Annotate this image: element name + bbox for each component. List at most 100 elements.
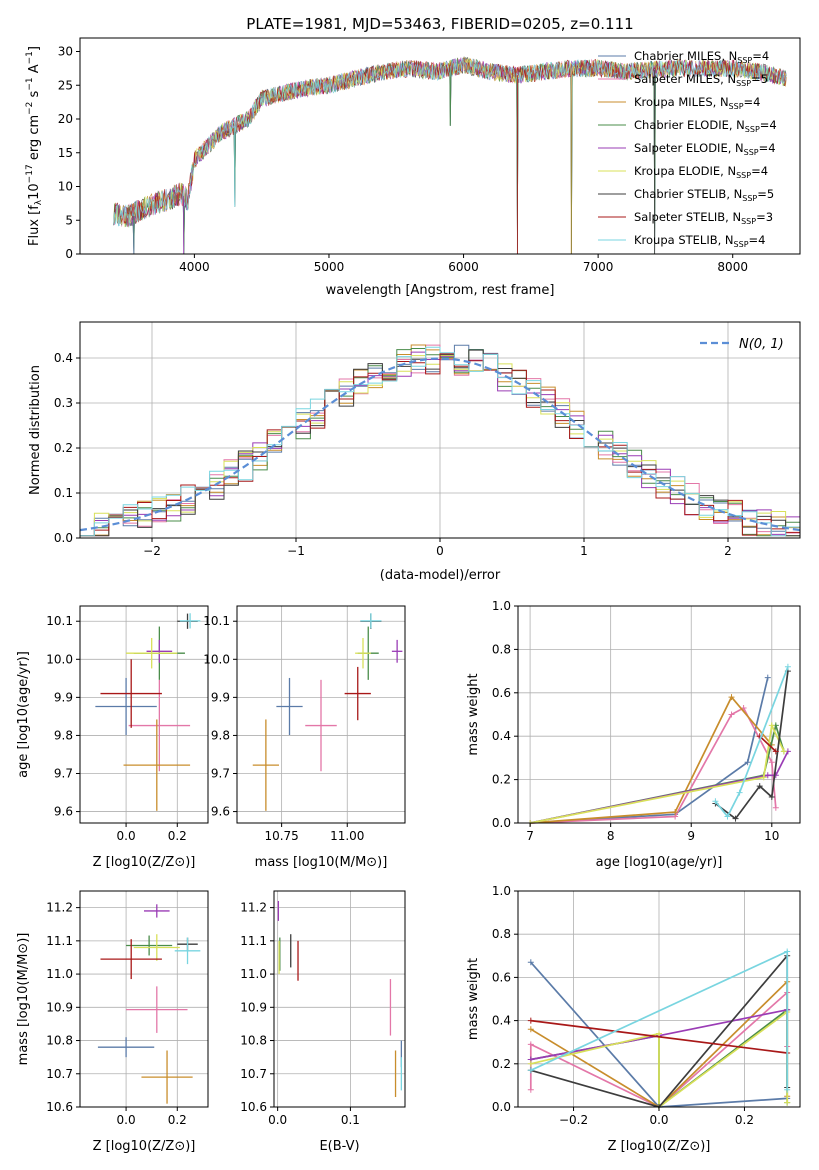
x-tick-label: 0.2 [168,1113,187,1127]
x-tick-label: 7000 [583,260,614,274]
y-axis-label: mass weight [466,958,481,1040]
y-tick-label: 9.9 [54,690,73,704]
weight-marker [768,722,775,729]
y-tick-label: 30 [58,45,73,59]
y-tick-label: 11.2 [240,901,267,915]
weight-marker [724,813,731,820]
x-tick-label: 5000 [314,260,345,274]
y-tick-label: 0.0 [492,1100,511,1114]
weight-marker [527,1060,534,1067]
legend-label: Salpeter MILES, NSSP=5 [634,72,768,88]
legend-label: Kroupa ELODIE, NSSP=4 [634,164,768,180]
y-tick-label: 0.2 [492,1057,511,1071]
y-tick-label: 11.2 [46,901,73,915]
y-tick-label: 0.1 [54,486,73,500]
weight-marker [784,948,791,955]
x-tick-label: 0.1 [341,1113,360,1127]
y-tick-label: 10.0 [203,652,230,666]
y-tick-label: 11.0 [46,967,73,981]
x-tick-label: 1 [580,544,588,558]
weight-marker [784,663,791,670]
y-tick-label: 0.0 [492,816,511,830]
y-tick-label: 20 [58,112,73,126]
weight-marker [712,798,719,805]
x-tick-label: 0.0 [268,1113,287,1127]
weight-marker [527,1017,534,1024]
x-tick-label: −2 [143,544,161,558]
weight-marker [728,711,735,718]
x-tick-label: 11.00 [330,829,364,843]
x-tick-label: 4000 [179,260,210,274]
panel-age_vs_Z: 0.0 0.2 9.6 9.7 9.8 9.9 10.0 10.1 Z [log10(Z/Z⊙)… [16,605,209,870]
x-tick-label: 10.75 [264,829,298,843]
y-tick-label: 9.6 [211,805,230,819]
x-tick-label: 6000 [448,260,479,274]
weight-marker [764,772,771,779]
x-tick-label: 0.0 [649,1113,668,1127]
x-tick-label: 2 [724,544,732,558]
x-axis-label: E(B-V) [319,1139,359,1154]
x-tick-label: 0 [436,544,444,558]
weight-marker [780,748,787,755]
y-tick-label: 0.4 [492,1014,511,1028]
x-axis-label: mass [log10(M/M⊙)] [255,855,388,870]
y-tick-label: 5 [65,213,73,227]
y-tick-label: 10.1 [46,614,73,628]
figure-title: PLATE=1981, MJD=53463, FIBERID=0205, z=0… [246,15,633,33]
plot-frame [517,605,801,824]
panel-spectrum: 4000 5000 6000 7000 8000 0 5 10 15 20 25 30 waveleng… [25,37,801,298]
weight-series-2 [530,695,773,824]
weight-marker [736,789,743,796]
plot-frame [273,890,406,1108]
gauss-legend-label: N(0, 1) [739,337,784,352]
x-axis-label: Z [log10(Z/Z⊙)] [93,855,196,870]
y-tick-label: 9.8 [211,728,230,742]
weight-marker [728,694,735,701]
panel-mass_vs_ebv: 0.0 0.1 10.6 10.7 10.8 10.9 11.0 11.1 11.2 E(B-V) [240,890,406,1154]
plot-frame [236,605,406,824]
weight-marker [732,815,739,822]
y-tick-label: 1.0 [492,599,511,613]
legend-label: Chabrier ELODIE, NSSP=4 [634,118,777,134]
y-tick-label: 10.6 [240,1100,267,1114]
x-axis-label: (data-model)/error [380,568,501,583]
y-tick-label: 11.1 [240,934,267,948]
spectrum-series-5 [113,57,787,228]
x-tick-label: 8000 [717,260,748,274]
weight-marker [768,759,775,766]
weight-series-5 [529,722,785,824]
plot-frame [79,605,209,824]
weight-marker [772,748,779,755]
x-tick-label: 0.0 [117,829,136,843]
weight-marker [527,959,534,966]
y-tick-label: 10.6 [46,1100,73,1114]
x-tick-label: 0.2 [735,1113,754,1127]
y-tick-label: 10.9 [46,1000,73,1014]
legend-label: Kroupa MILES, NSSP=4 [634,95,760,111]
y-tick-label: 0.2 [54,441,73,455]
x-axis-label: age [log10(age/yr)] [596,855,723,870]
x-tick-label: 8 [607,829,615,843]
weight-series-8 [714,666,789,819]
y-tick-label: 11.1 [46,934,73,948]
y-axis-label: Flux [fλ10−17 erg cm−2 s−1 A−1] [25,46,44,246]
legend-label: Kroupa STELIB, NSSP=4 [634,233,765,249]
panel-mw_vs_age: 7 8 9 10 0.0 0.2 0.4 0.6 0.8 1.0 age [log10(age/yr… [466,599,801,870]
y-tick-label: 10.0 [46,652,73,666]
y-tick-label: 10.8 [240,1034,267,1048]
y-tick-label: 9.8 [54,728,73,742]
y-tick-label: 0.4 [492,729,511,743]
y-tick-label: 0.8 [492,642,511,656]
panel-residuals: −2 −1 0 1 2 0.0 0.1 0.2 0.3 0.4 (data-model)/error… [28,321,801,583]
y-tick-label: 0.6 [492,970,511,984]
y-tick-label: 25 [58,78,73,92]
panel-mw_vs_Z: −0.2 0.0 0.2 0.0 0.2 0.4 0.6 0.8 1.0 Z [log10(Z/Z… [466,884,801,1154]
x-axis-label: Z [log10(Z/Z⊙)] [608,1139,711,1154]
legend-label: Salpeter STELIB, NSSP=3 [634,210,773,226]
gaussian-curve [79,357,801,532]
y-tick-label: 9.9 [211,690,230,704]
y-axis-label: mass [log10(M/M⊙)] [16,933,31,1066]
legend-label: Salpeter ELODIE, NSSP=4 [634,141,776,157]
y-tick-label: 0.6 [492,686,511,700]
weight-marker [768,793,775,800]
